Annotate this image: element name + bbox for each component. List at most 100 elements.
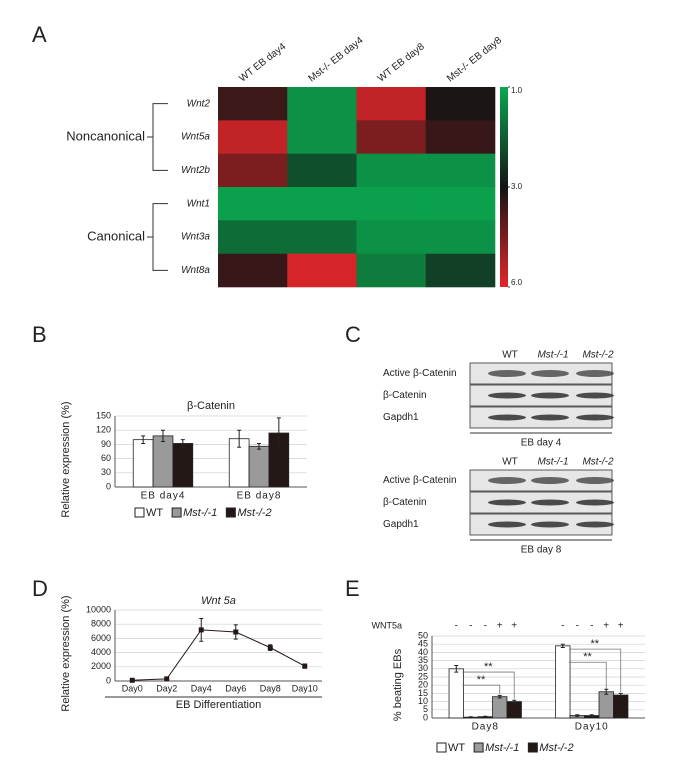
significance-label: ** — [583, 651, 592, 663]
bar — [448, 668, 464, 719]
heatmap-cell — [425, 120, 496, 154]
blot-band — [488, 521, 526, 528]
x-tick-label: Day10 — [575, 722, 609, 733]
blot-column-label: WT — [502, 350, 518, 361]
treatment-sign: - — [455, 621, 458, 632]
significance-bracket — [462, 684, 501, 694]
blot-caption: EB day 8 — [521, 545, 562, 556]
error-bar — [560, 643, 565, 648]
blot-band — [488, 370, 526, 377]
bar — [492, 696, 508, 719]
row-group-label: Noncanonical — [66, 128, 145, 143]
error-bar — [618, 692, 623, 698]
chart-title: β-Catenin — [187, 400, 235, 412]
y-tick-label: 150 — [96, 410, 111, 420]
line — [132, 629, 305, 681]
panel-letter: B — [32, 322, 47, 347]
chart-title: Wnt 5a — [201, 595, 236, 607]
legend-swatch — [134, 507, 145, 518]
blot-band — [531, 499, 569, 506]
heatmap-cell — [218, 153, 288, 188]
blot-column-label: Mst-/-1 — [537, 457, 568, 468]
row-group-label: Canonical — [87, 228, 145, 243]
bar — [248, 445, 270, 488]
y-tick-label: 120 — [96, 425, 111, 435]
blot-band — [576, 499, 614, 506]
heatmap-cell — [425, 220, 496, 254]
y-tick-label: 30 — [418, 663, 428, 673]
y-tick-label: 0 — [106, 481, 111, 491]
blot-band — [576, 477, 614, 484]
blot-band — [576, 392, 614, 399]
x-tick-label: Day0 — [122, 683, 143, 693]
y-tick-label: 20 — [418, 680, 428, 690]
blot-band — [531, 392, 569, 399]
treatment-sign: - — [469, 621, 472, 632]
blot-row-label: Gapdh1 — [383, 412, 419, 423]
y-tick-label: 8000 — [91, 619, 111, 629]
panel-letter: E — [345, 576, 360, 601]
x-tick-label: Day8 — [260, 683, 281, 693]
column-label: WT EB day4 — [237, 41, 288, 84]
legend-swatch — [527, 742, 538, 753]
bracket — [147, 103, 168, 171]
y-tick-label: 60 — [101, 453, 111, 463]
bar — [152, 435, 174, 488]
y-tick-label: 45 — [418, 639, 428, 649]
bar — [555, 645, 571, 719]
row-label: Wnt2 — [187, 98, 211, 109]
treatment-sign: + — [511, 621, 517, 632]
y-tick-label: 5 — [423, 704, 428, 714]
error-bar — [141, 435, 146, 444]
legend-label: Mst-/-2 — [237, 507, 271, 519]
error-bar — [257, 442, 261, 450]
heatmap-cell — [287, 120, 357, 154]
blot-column-label: Mst-/-1 — [537, 350, 568, 361]
y-tick-label: 6000 — [91, 633, 111, 643]
error-bar — [575, 714, 580, 717]
heatmap-cell — [356, 153, 427, 188]
x-axis-label: EB Differentiation — [176, 699, 261, 711]
colorbar-tick-label: 1.0 — [511, 86, 523, 95]
treatment-sign: - — [484, 621, 487, 632]
heatmap-cell — [356, 220, 427, 254]
treatment-sign: - — [576, 621, 579, 632]
y-tick-label: 35 — [418, 655, 428, 665]
heatmap-cell — [425, 87, 496, 121]
legend-swatch — [436, 742, 447, 753]
legend-swatch — [473, 742, 484, 753]
x-tick-label: Day8 — [472, 722, 499, 733]
marker — [164, 676, 170, 682]
heatmap-cell — [356, 87, 427, 121]
bar — [506, 701, 522, 719]
x-tick-label: Day4 — [191, 683, 212, 693]
heatmap-cell — [356, 253, 427, 288]
blot-band — [488, 477, 526, 484]
y-axis-label: Relative expression (%) — [60, 401, 72, 517]
blot-band — [576, 370, 614, 377]
x-tick-label: Day10 — [292, 683, 318, 693]
colorbar-tick-label: 3.0 — [511, 182, 523, 191]
blot-row-label: Active β-Catenin — [383, 475, 457, 486]
marker — [233, 629, 239, 635]
blot-band — [531, 370, 569, 377]
marker — [198, 627, 204, 633]
y-axis-label: Relative expression (%) — [60, 595, 72, 711]
error-bar — [180, 439, 185, 448]
bar — [132, 439, 154, 488]
y-tick-label: 10000 — [86, 604, 111, 614]
heatmap-cell — [287, 87, 357, 121]
column-label: WT EB day8 — [376, 41, 427, 84]
blot-band — [576, 414, 614, 421]
column-label: Mst-/- EB day4 — [307, 35, 366, 85]
legend-swatch — [225, 507, 236, 518]
legend-swatch — [171, 507, 182, 518]
row-label: Wnt5a — [181, 132, 210, 143]
error-bar — [497, 694, 502, 699]
panel-letter: D — [32, 576, 48, 601]
x-tick-label: EB day8 — [237, 491, 282, 502]
y-tick-label: 4000 — [91, 647, 111, 657]
blot-column-label: WT — [502, 457, 518, 468]
heatmap-cell — [356, 187, 427, 221]
